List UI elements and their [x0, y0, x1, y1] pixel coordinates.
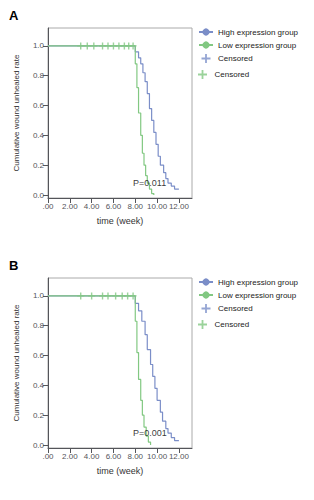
svg-text:0.2: 0.2 — [33, 161, 45, 170]
svg-text:B: B — [9, 258, 18, 273]
svg-text:4.00: 4.00 — [84, 202, 100, 211]
svg-text:0.4: 0.4 — [33, 381, 45, 390]
svg-text:.00: .00 — [42, 202, 54, 211]
svg-text:6.00: 6.00 — [106, 452, 122, 461]
svg-text:12.00: 12.00 — [169, 452, 190, 461]
svg-text:12.00: 12.00 — [169, 202, 190, 211]
svg-text:P=0.001: P=0.001 — [133, 428, 167, 438]
svg-text:8.00: 8.00 — [127, 202, 143, 211]
svg-text:Censored: Censored — [218, 304, 253, 313]
svg-text:0.0: 0.0 — [33, 191, 45, 200]
svg-text:Low expression group: Low expression group — [218, 291, 297, 300]
svg-text:High expression group: High expression group — [218, 278, 299, 287]
svg-text:P=0.011: P=0.011 — [133, 178, 166, 188]
svg-text:1.0: 1.0 — [33, 41, 45, 50]
svg-text:0.8: 0.8 — [33, 321, 45, 330]
svg-text:0.2: 0.2 — [33, 411, 45, 420]
svg-text:Censored: Censored — [218, 54, 253, 63]
svg-text:0.0: 0.0 — [33, 441, 45, 450]
svg-text:2.00: 2.00 — [62, 452, 78, 461]
svg-text:4.00: 4.00 — [84, 452, 100, 461]
svg-text:A: A — [9, 8, 19, 23]
svg-text:0.6: 0.6 — [33, 101, 45, 110]
svg-text:0.6: 0.6 — [33, 351, 45, 360]
svg-text:Cumulative wound unhealed rate: Cumulative wound unhealed rate — [12, 304, 21, 422]
svg-text:Cumulative wound unhealed rate: Cumulative wound unhealed rate — [12, 54, 21, 172]
svg-text:time (week): time (week) — [97, 216, 144, 226]
svg-text:High expression group: High expression group — [218, 28, 299, 37]
svg-text:Censored: Censored — [215, 320, 250, 329]
svg-text:6.00: 6.00 — [106, 202, 122, 211]
svg-text:10.00: 10.00 — [147, 202, 168, 211]
svg-text:.00: .00 — [42, 452, 54, 461]
svg-text:0.8: 0.8 — [33, 71, 45, 80]
svg-text:1.0: 1.0 — [33, 291, 45, 300]
svg-text:time (week): time (week) — [97, 466, 144, 476]
svg-text:8.00: 8.00 — [127, 452, 143, 461]
svg-text:0.4: 0.4 — [33, 131, 45, 140]
svg-text:Low expression group: Low expression group — [218, 41, 297, 50]
svg-text:Censored: Censored — [215, 70, 250, 79]
svg-text:2.00: 2.00 — [62, 202, 78, 211]
svg-text:10.00: 10.00 — [147, 452, 168, 461]
